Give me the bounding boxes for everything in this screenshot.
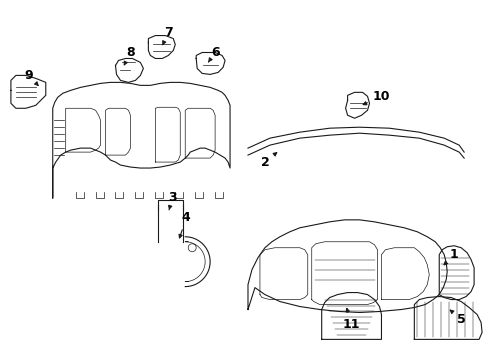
Text: 3: 3 bbox=[167, 192, 176, 210]
Text: 9: 9 bbox=[24, 69, 38, 86]
Text: 8: 8 bbox=[124, 46, 135, 65]
Text: 5: 5 bbox=[449, 310, 465, 326]
Text: 6: 6 bbox=[208, 46, 219, 62]
Text: 4: 4 bbox=[179, 211, 190, 238]
Text: 11: 11 bbox=[342, 309, 360, 331]
Text: 1: 1 bbox=[443, 248, 458, 265]
Text: 7: 7 bbox=[163, 26, 172, 45]
Text: 10: 10 bbox=[363, 90, 389, 105]
Text: 2: 2 bbox=[260, 153, 276, 168]
